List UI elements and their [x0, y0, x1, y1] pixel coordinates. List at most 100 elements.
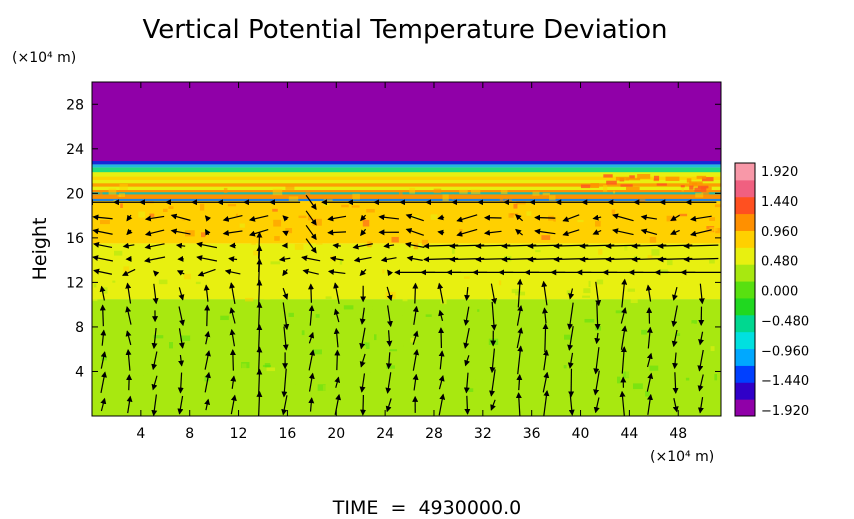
heatmap-cell — [264, 363, 271, 368]
heatmap-cell — [333, 370, 339, 375]
vector-arrow — [405, 213, 424, 222]
vector-arrow — [646, 352, 653, 368]
heatmap-cell — [138, 211, 146, 218]
heatmap-cell — [498, 280, 502, 286]
heatmap-cell — [418, 219, 426, 226]
heatmap-cell — [485, 202, 489, 205]
vector-arrow — [282, 287, 289, 300]
heatmap-cell — [236, 370, 245, 374]
vector-arrow — [151, 327, 158, 350]
vector-arrow — [248, 228, 269, 237]
vector-arrow — [153, 270, 160, 277]
heatmap-cell — [526, 211, 532, 216]
heatmap-cell — [345, 220, 356, 225]
heatmap-cell — [649, 365, 659, 371]
heatmap-cell — [402, 295, 408, 302]
heatmap-cell — [255, 300, 258, 307]
vector-arrow — [567, 326, 574, 351]
y-tick-label: 24 — [66, 142, 84, 158]
heatmap-cell — [717, 273, 721, 276]
heatmap-cell — [603, 184, 608, 192]
heatmap-cell — [250, 365, 258, 368]
vector-arrow — [562, 229, 580, 237]
heatmap-cell — [680, 228, 684, 235]
heatmap-cell — [619, 362, 629, 365]
heatmap-cell — [201, 232, 206, 238]
heatmap-cell — [698, 225, 702, 232]
colorbar-swatch — [735, 163, 755, 181]
heatmap-cell — [430, 214, 438, 220]
x-tick-label: 36 — [523, 426, 541, 442]
vector-arrow — [516, 327, 524, 349]
heatmap-cell — [365, 342, 370, 349]
heatmap-strip-4 — [92, 183, 721, 187]
heatmap-cell — [649, 236, 657, 243]
vector-arrow — [359, 373, 366, 393]
vector-arrow — [175, 242, 186, 249]
heatmap-strip-0 — [92, 161, 721, 165]
vector-arrow — [125, 348, 132, 371]
heatmap-cell — [622, 308, 633, 313]
heatmap-cell — [570, 262, 579, 268]
heatmap-cell — [264, 294, 271, 300]
vector-arrow — [229, 282, 236, 305]
vector-arrow — [593, 397, 600, 414]
heatmap-cell — [239, 223, 245, 228]
vector-arrow — [437, 282, 444, 304]
heatmap-cell — [542, 192, 550, 196]
heatmap-cell — [689, 185, 694, 190]
heatmap-cell — [697, 367, 704, 373]
heatmap-cell — [317, 384, 326, 391]
heatmap-cell — [322, 385, 329, 391]
vector-arrow — [281, 395, 288, 416]
vector-arrow — [125, 306, 132, 325]
colorbar-swatch — [735, 297, 755, 316]
heatmap-cell — [394, 309, 405, 316]
heatmap-cell — [128, 386, 137, 389]
heatmap-cell — [686, 239, 692, 246]
vector-arrow — [204, 398, 211, 411]
colorbar-swatch — [735, 382, 755, 400]
vector-arrow — [516, 278, 523, 308]
heatmap-cell — [667, 336, 670, 339]
vector-arrow — [92, 255, 114, 262]
y-axis-ticks: 4 8 12 16 20 24 28 — [66, 97, 721, 380]
x-tick-label: 48 — [669, 426, 687, 442]
heatmap-cell — [272, 188, 283, 196]
vector-arrow — [515, 214, 524, 222]
vector-arrow — [620, 325, 628, 350]
vector-arrow — [151, 375, 158, 391]
vector-arrow — [144, 243, 165, 250]
heatmap-cell — [425, 306, 431, 311]
x-tick-label: 4 — [136, 426, 145, 442]
vector-arrow — [386, 305, 393, 328]
vector-arrow — [256, 279, 263, 307]
vector-arrow — [683, 243, 719, 250]
heatmap-cell — [607, 357, 611, 361]
heatmap-cell — [691, 322, 694, 326]
vector-arrow — [256, 390, 263, 416]
heatmap-cell — [183, 390, 192, 393]
heatmap-cell — [449, 307, 454, 315]
heatmap-cell — [502, 377, 512, 384]
heatmap-cell — [352, 193, 360, 200]
heatmap-cell — [423, 363, 429, 371]
heatmap-cell — [362, 219, 370, 227]
heatmap-cell — [515, 262, 522, 269]
colorbar-label: −0.480 — [761, 314, 809, 329]
heatmap-cell — [463, 229, 468, 233]
heatmap-cell — [641, 329, 647, 335]
vector-arrow — [456, 214, 478, 223]
heatmap-cell — [355, 208, 358, 215]
heatmap-cell — [108, 188, 117, 195]
heatmap-cell — [402, 312, 408, 318]
heatmap-cell — [93, 283, 97, 288]
vector-arrow — [144, 256, 166, 263]
heatmap-cell — [541, 235, 551, 240]
heatmap-cell — [386, 365, 395, 369]
heatmap-cell — [702, 190, 710, 198]
vector-arrow — [412, 282, 419, 304]
heatmap-cell — [401, 353, 409, 359]
heatmap-cell — [203, 369, 210, 374]
heatmap-cell — [339, 258, 343, 265]
